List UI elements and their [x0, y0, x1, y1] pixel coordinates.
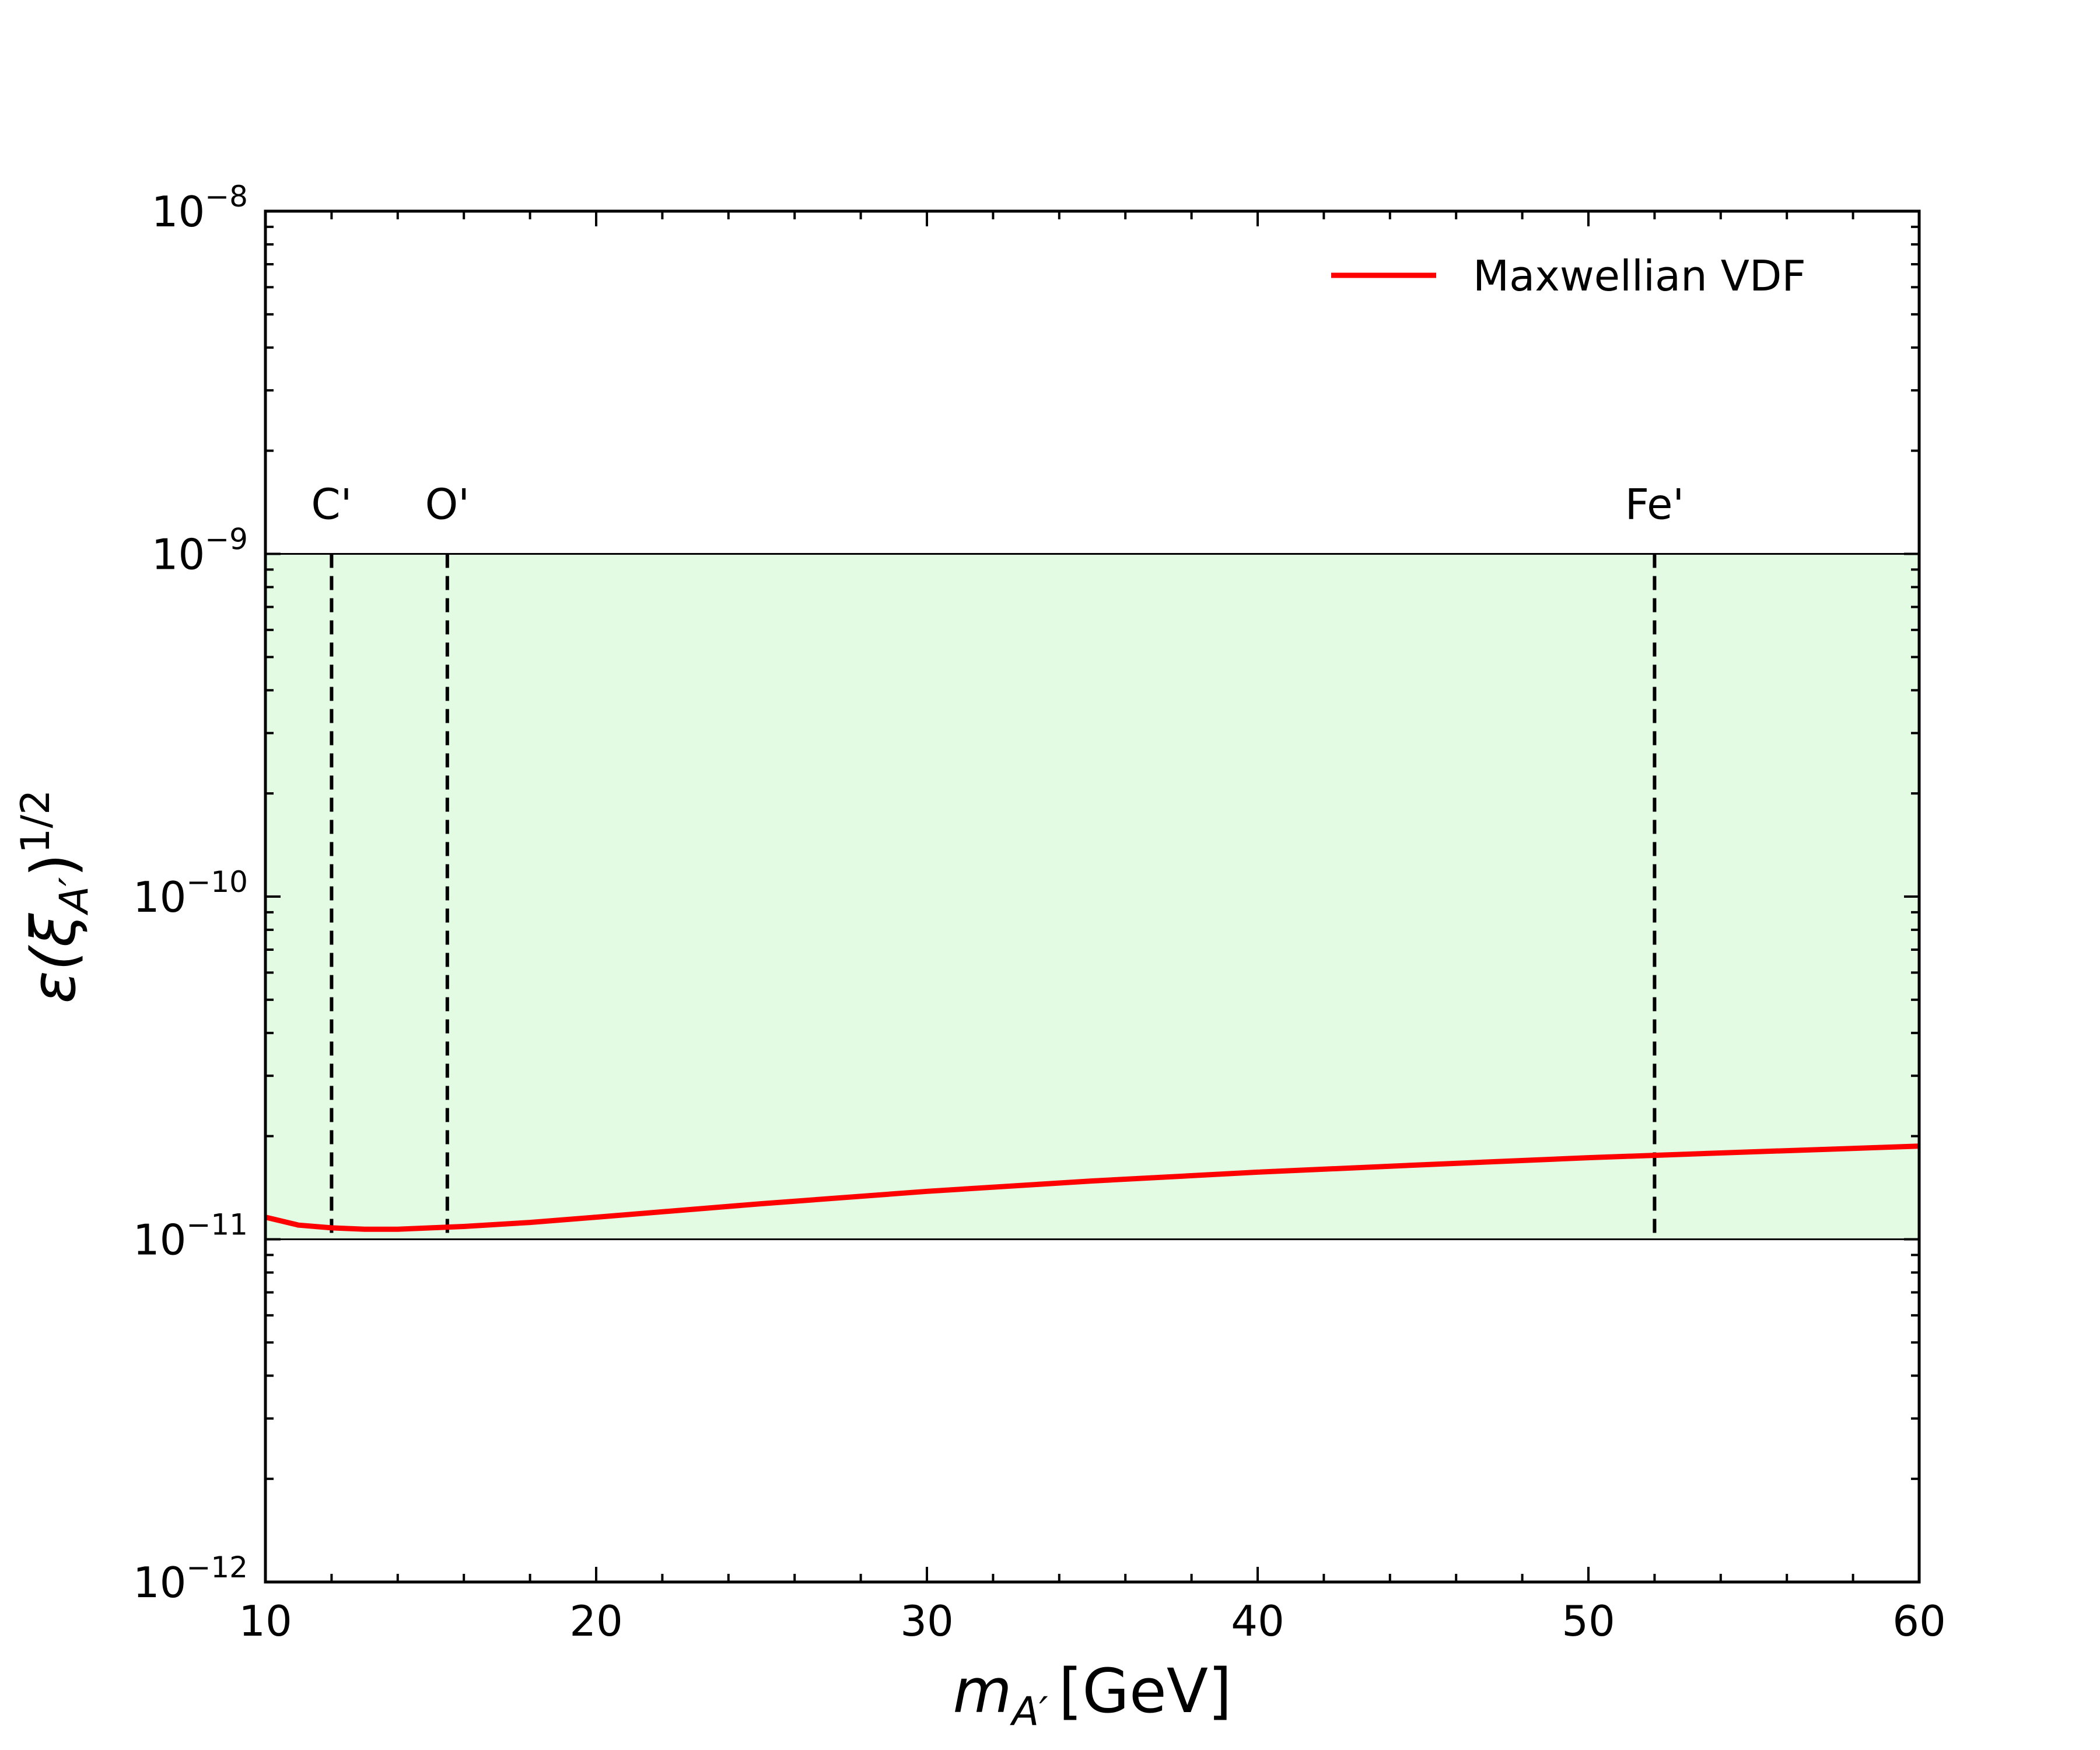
labels-layer: C' O' Fe'10 20 30 40 50 6010−1210−1110−1010−910… — [133, 180, 1946, 1646]
y-tick-label-1: 10−11 — [133, 1208, 248, 1265]
series-layer — [264, 1143, 1920, 1232]
x-tick-label-2: 30 — [900, 1597, 954, 1646]
legend-label-maxwellian: Maxwellian VDF — [1473, 251, 1806, 300]
y-tick-exp-3: −9 — [205, 523, 248, 556]
x-axis-label: mA′ [GeV] — [953, 1656, 1231, 1735]
y-tick-label-4: 10−8 — [152, 180, 248, 236]
x-axis-label-unit: [GeV] — [1059, 1656, 1232, 1727]
plot-frame — [264, 209, 1921, 1584]
shaded-band — [265, 554, 1919, 1240]
y-axis-label-pre: ε(ξ — [18, 913, 89, 1004]
y-tick-base-2: 10 — [133, 873, 187, 922]
x-tick-label-5: 60 — [1892, 1597, 1946, 1646]
y-tick-exp-2: −10 — [186, 865, 248, 899]
y-axis-label-sub: A′ — [51, 877, 97, 916]
x-tick-label-0: 10 — [239, 1597, 292, 1646]
y-tick-exp-1: −11 — [186, 1208, 248, 1242]
y-axis-label: ε(ξA′)1/2 — [13, 790, 97, 1004]
y-axis-label-sup: 1/2 — [13, 790, 59, 853]
x-axis-label-main: m — [953, 1656, 1012, 1727]
vline-label-1: O' — [425, 480, 470, 529]
series-line-0 — [264, 1143, 1920, 1232]
x-axis-label-sub: A′ — [1010, 1689, 1049, 1735]
shaded-band-layer — [265, 554, 1919, 1240]
y-tick-base-4: 10 — [152, 187, 205, 236]
vline-label-0: C' — [311, 480, 352, 529]
x-tick-label-3: 40 — [1231, 1597, 1284, 1646]
band-edges-layer — [265, 553, 1919, 1240]
y-tick-base-0: 10 — [133, 1558, 187, 1607]
y-tick-exp-0: −12 — [186, 1550, 248, 1584]
y-tick-base-1: 10 — [133, 1216, 187, 1265]
x-tick-label-4: 50 — [1562, 1597, 1615, 1646]
y-axis-label-post: ) — [18, 853, 89, 877]
x-tick-label-1: 20 — [569, 1597, 623, 1646]
y-tick-base-3: 10 — [152, 530, 205, 579]
y-tick-label-2: 10−10 — [133, 865, 248, 922]
y-tick-exp-4: −8 — [205, 180, 248, 214]
y-tick-label-3: 10−9 — [152, 523, 248, 579]
vline-label-2: Fe' — [1625, 480, 1685, 529]
legend: Maxwellian VDF — [1331, 251, 1806, 300]
y-tick-label-0: 10−12 — [133, 1550, 248, 1607]
vertical-lines-layer — [330, 554, 1657, 1240]
